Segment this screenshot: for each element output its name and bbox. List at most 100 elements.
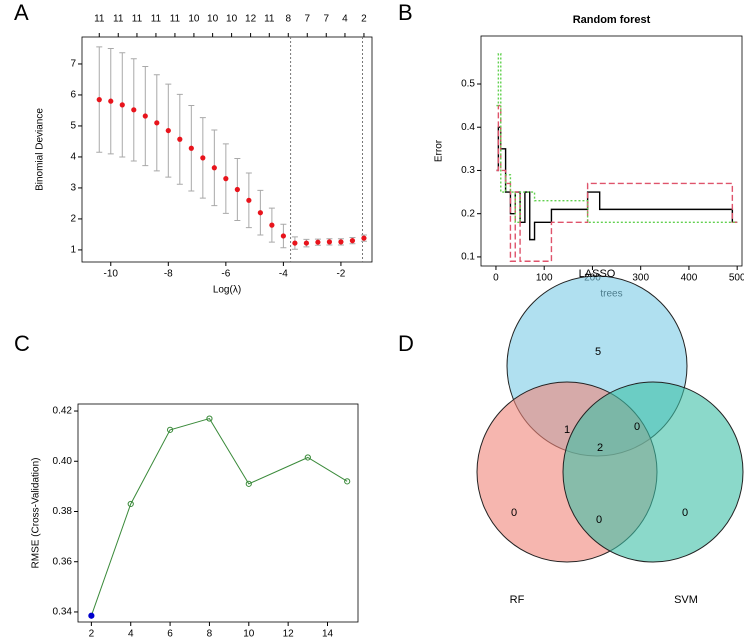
- x-tick-label: 300: [632, 273, 649, 284]
- y-tick-label: 5: [70, 121, 76, 132]
- point: [292, 240, 298, 246]
- x-tick-label: -4: [279, 269, 288, 280]
- top-tick-label: 10: [226, 14, 238, 25]
- region-count: 0: [682, 507, 688, 519]
- set-circle: [562, 381, 744, 563]
- point: [165, 127, 171, 134]
- point: [338, 239, 344, 245]
- top-tick-label: 4: [342, 14, 348, 25]
- y-tick-label: 0.5: [461, 79, 475, 90]
- set-label: SVM: [674, 594, 698, 606]
- y-tick-label: 7: [70, 59, 76, 70]
- x-tick-label: 8: [207, 629, 213, 640]
- x-tick-label: 100: [536, 273, 553, 284]
- y-tick-label: 0.2: [461, 208, 475, 219]
- point: [211, 165, 217, 171]
- point: [303, 240, 310, 246]
- top-tick-label: 11: [113, 14, 124, 25]
- y-axis-label: Error: [434, 139, 445, 162]
- point: [206, 415, 213, 422]
- point: [188, 145, 194, 151]
- error-line: [496, 53, 738, 224]
- y-tick-label: 4: [70, 152, 76, 163]
- panel-label: B: [398, 0, 413, 25]
- point: [108, 98, 114, 104]
- y-axis-label: Binomial Deviance: [35, 108, 46, 191]
- top-tick-label: 11: [264, 14, 275, 25]
- point: [280, 233, 286, 239]
- top-tick-label: 11: [132, 14, 143, 25]
- error-line: [496, 104, 738, 262]
- point: [257, 210, 263, 216]
- y-tick-label: 3: [70, 183, 76, 194]
- x-tick-label: -8: [164, 269, 173, 280]
- x-tick-label: -10: [104, 269, 119, 280]
- point: [234, 186, 240, 193]
- y-tick-label: 0.40: [53, 456, 73, 467]
- y-tick-label: 0.1: [461, 252, 475, 263]
- point: [344, 478, 351, 485]
- x-tick-label: 4: [128, 629, 134, 640]
- x-tick-label: 14: [322, 629, 334, 640]
- x-tick-label: 6: [167, 629, 173, 640]
- point: [88, 612, 95, 619]
- top-tick-label: 8: [285, 14, 291, 25]
- y-tick-label: 0.34: [53, 607, 73, 618]
- y-tick-label: 1: [70, 245, 76, 256]
- x-tick-label: -6: [221, 269, 230, 280]
- top-tick-label: 7: [323, 14, 329, 25]
- x-tick-label: 2: [89, 629, 95, 640]
- point: [119, 102, 125, 108]
- point: [127, 500, 134, 508]
- point: [269, 222, 275, 228]
- x-axis-label: Log(λ): [213, 285, 241, 296]
- x-tick-label: -2: [336, 269, 345, 280]
- x-tick-label: 500: [729, 273, 744, 284]
- y-tick-label: 0.4: [461, 122, 475, 133]
- point: [315, 239, 321, 245]
- point: [304, 454, 311, 461]
- point: [177, 136, 183, 142]
- y-tick-label: 0.42: [53, 406, 73, 417]
- set-label: LASSO: [579, 268, 616, 280]
- point: [245, 480, 252, 487]
- top-tick-label: 10: [207, 14, 219, 25]
- y-tick-label: 0.3: [461, 165, 475, 176]
- plot-frame: [77, 403, 359, 623]
- line: [90, 417, 348, 616]
- panel-label: C: [14, 331, 30, 356]
- top-tick-label: 2: [361, 14, 367, 25]
- point: [349, 238, 356, 244]
- top-tick-label: 10: [188, 14, 200, 25]
- point: [142, 113, 148, 119]
- point: [326, 239, 333, 245]
- region-count: 0: [634, 421, 640, 433]
- region-count: 1: [564, 424, 570, 436]
- y-tick-label: 2: [70, 214, 76, 225]
- point: [223, 176, 229, 182]
- region-count: 5: [595, 346, 601, 358]
- y-tick-label: 0.38: [53, 506, 73, 517]
- y-tick-label: 0.36: [53, 556, 73, 567]
- point: [246, 197, 252, 203]
- point: [361, 235, 367, 241]
- x-tick-label: 10: [243, 629, 255, 640]
- point: [131, 107, 137, 113]
- plot-frame: [81, 36, 373, 263]
- y-tick-label: 6: [70, 90, 76, 101]
- point: [154, 120, 160, 126]
- region-count: 2: [597, 442, 603, 454]
- region-count: 0: [511, 507, 517, 519]
- top-tick-label: 7: [304, 14, 310, 25]
- plot-frame: [480, 35, 743, 267]
- region-count: 0: [596, 514, 602, 526]
- chart-title: Random forest: [573, 14, 651, 26]
- set-label: RF: [510, 594, 525, 606]
- point: [200, 155, 206, 161]
- y-axis-label: RMSE (Cross-Validation): [31, 458, 42, 569]
- x-tick-label: 12: [283, 629, 295, 640]
- x-tick-label: 0: [493, 273, 499, 284]
- top-tick-label: 12: [245, 14, 257, 25]
